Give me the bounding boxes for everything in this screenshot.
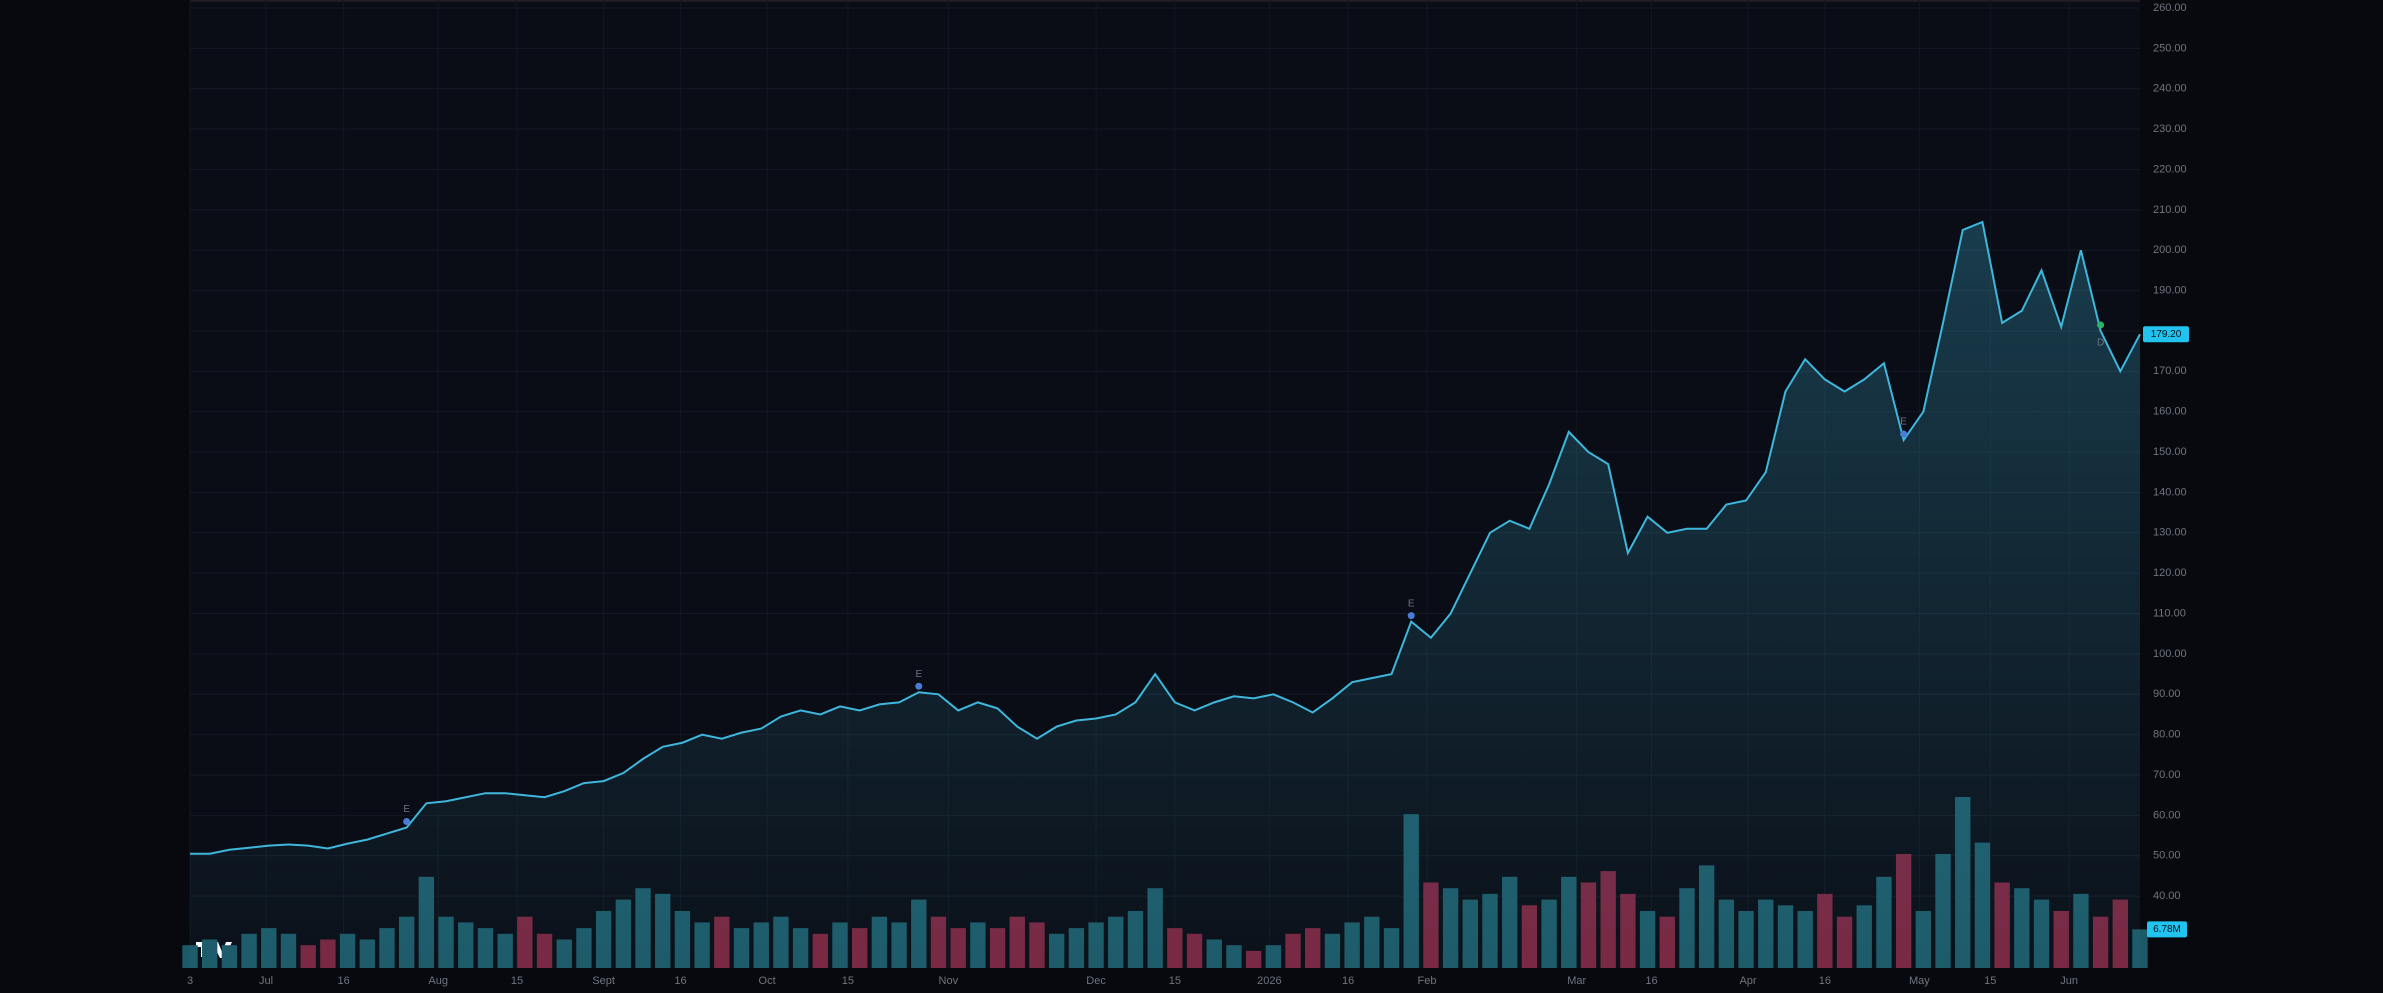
x-tick-label: 16 <box>338 975 350 987</box>
volume-badge-label: 6.78M <box>2153 924 2181 935</box>
y-tick-label: 60.00 <box>2153 809 2181 821</box>
y-tick-label: 70.00 <box>2153 769 2181 781</box>
y-tick-label: 200.00 <box>2153 244 2187 256</box>
x-tick-label: 15 <box>1984 975 1996 987</box>
y-tick-label: 120.00 <box>2153 567 2187 579</box>
x-tick-label: Feb <box>1417 975 1436 987</box>
x-tick-label: 15 <box>1169 975 1181 987</box>
event-label: E <box>1900 417 1907 428</box>
price-badge <box>2143 326 2189 343</box>
x-tick-label: Sept <box>592 975 615 987</box>
event-marker <box>1900 430 1908 438</box>
x-tick-label: 16 <box>674 975 686 987</box>
x-tick-label: Nov <box>939 975 959 987</box>
y-tick-label: 110.00 <box>2153 607 2186 619</box>
x-tick-label: Jun <box>2060 975 2078 987</box>
y-tick-label: 40.00 <box>2153 890 2181 902</box>
event-marker <box>2097 321 2105 329</box>
price-line <box>190 220 2141 855</box>
y-tick-label: 240.00 <box>2153 83 2187 95</box>
x-tick-label: 15 <box>511 975 523 987</box>
event-label: D <box>2097 338 2104 349</box>
event-label: E <box>403 804 410 815</box>
y-tick-label: 190.00 <box>2153 284 2187 296</box>
y-tick-label: 90.00 <box>2153 688 2181 700</box>
y-tick-label: 250.00 <box>2153 42 2187 54</box>
y-tick-label: 260.00 <box>2153 2 2187 14</box>
event-label: E <box>915 669 922 680</box>
x-tick-label: 2026 <box>1257 975 1281 987</box>
event-marker <box>1407 612 1415 620</box>
x-tick-label: Mar <box>1567 975 1586 987</box>
volume-badge <box>2147 921 2187 938</box>
event-marker <box>915 682 923 690</box>
y-tick-label: 50.00 <box>2153 850 2181 862</box>
x-tick-label: May <box>1909 975 1930 987</box>
x-tick-label: Jul <box>259 975 273 987</box>
x-tick-label: 16 <box>1342 975 1354 987</box>
y-tick-label: 220.00 <box>2153 163 2187 175</box>
price-badge-label: 179.20 <box>2151 329 2182 340</box>
x-tick-label: 15 <box>842 975 854 987</box>
x-tick-label: Apr <box>1739 975 1756 987</box>
y-tick-label: 100.00 <box>2153 648 2187 660</box>
x-tick-label: 3 <box>187 975 193 987</box>
y-tick-label: 140.00 <box>2153 486 2187 498</box>
event-marker <box>403 818 411 826</box>
x-tick-label: 16 <box>1645 975 1657 987</box>
y-tick-label: 130.00 <box>2153 527 2187 539</box>
price-area <box>190 221 2140 969</box>
event-label: E <box>1408 598 1415 609</box>
x-tick-label: 16 <box>1819 975 1831 987</box>
x-tick-label: Aug <box>428 975 448 987</box>
x-tick-label: Oct <box>759 975 776 987</box>
y-tick-label: 230.00 <box>2153 123 2187 135</box>
y-tick-label: 150.00 <box>2153 446 2187 458</box>
y-tick-label: 210.00 <box>2153 204 2187 216</box>
x-tick-label: Dec <box>1086 975 1106 987</box>
y-tick-label: 170.00 <box>2153 365 2187 377</box>
y-tick-label: 160.00 <box>2153 406 2187 418</box>
y-tick-label: 80.00 <box>2153 729 2181 741</box>
